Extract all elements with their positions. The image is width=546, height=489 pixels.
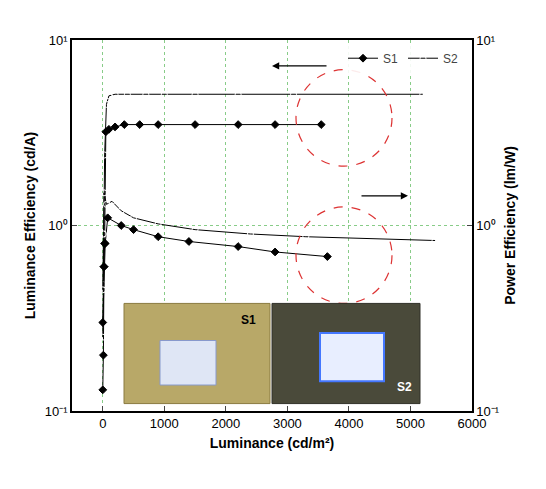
svg-text:3000: 3000 xyxy=(273,416,302,431)
svg-text:S1: S1 xyxy=(241,313,256,327)
svg-text:S2: S2 xyxy=(443,52,458,66)
svg-text:10⁻¹: 10⁻¹ xyxy=(45,404,68,419)
svg-text:10⁰: 10⁰ xyxy=(476,218,495,233)
svg-text:10⁻¹: 10⁻¹ xyxy=(476,404,499,419)
svg-text:1000: 1000 xyxy=(150,416,179,431)
svg-text:10⁰: 10⁰ xyxy=(48,218,67,233)
svg-text:S1: S1 xyxy=(383,52,398,66)
svg-text:10¹: 10¹ xyxy=(476,33,495,48)
svg-text:S2: S2 xyxy=(397,380,412,394)
svg-text:5000: 5000 xyxy=(396,416,425,431)
svg-text:Power Efficiency (lm/W): Power Efficiency (lm/W) xyxy=(502,146,518,305)
svg-text:0: 0 xyxy=(99,416,106,431)
svg-text:Luminance (cd/m²): Luminance (cd/m²) xyxy=(210,435,334,451)
svg-text:2000: 2000 xyxy=(211,416,240,431)
svg-text:Luminance Efficiency (cd/A): Luminance Efficiency (cd/A) xyxy=(22,132,38,319)
svg-text:4000: 4000 xyxy=(334,416,363,431)
svg-text:6000: 6000 xyxy=(458,416,487,431)
svg-text:10¹: 10¹ xyxy=(49,33,68,48)
